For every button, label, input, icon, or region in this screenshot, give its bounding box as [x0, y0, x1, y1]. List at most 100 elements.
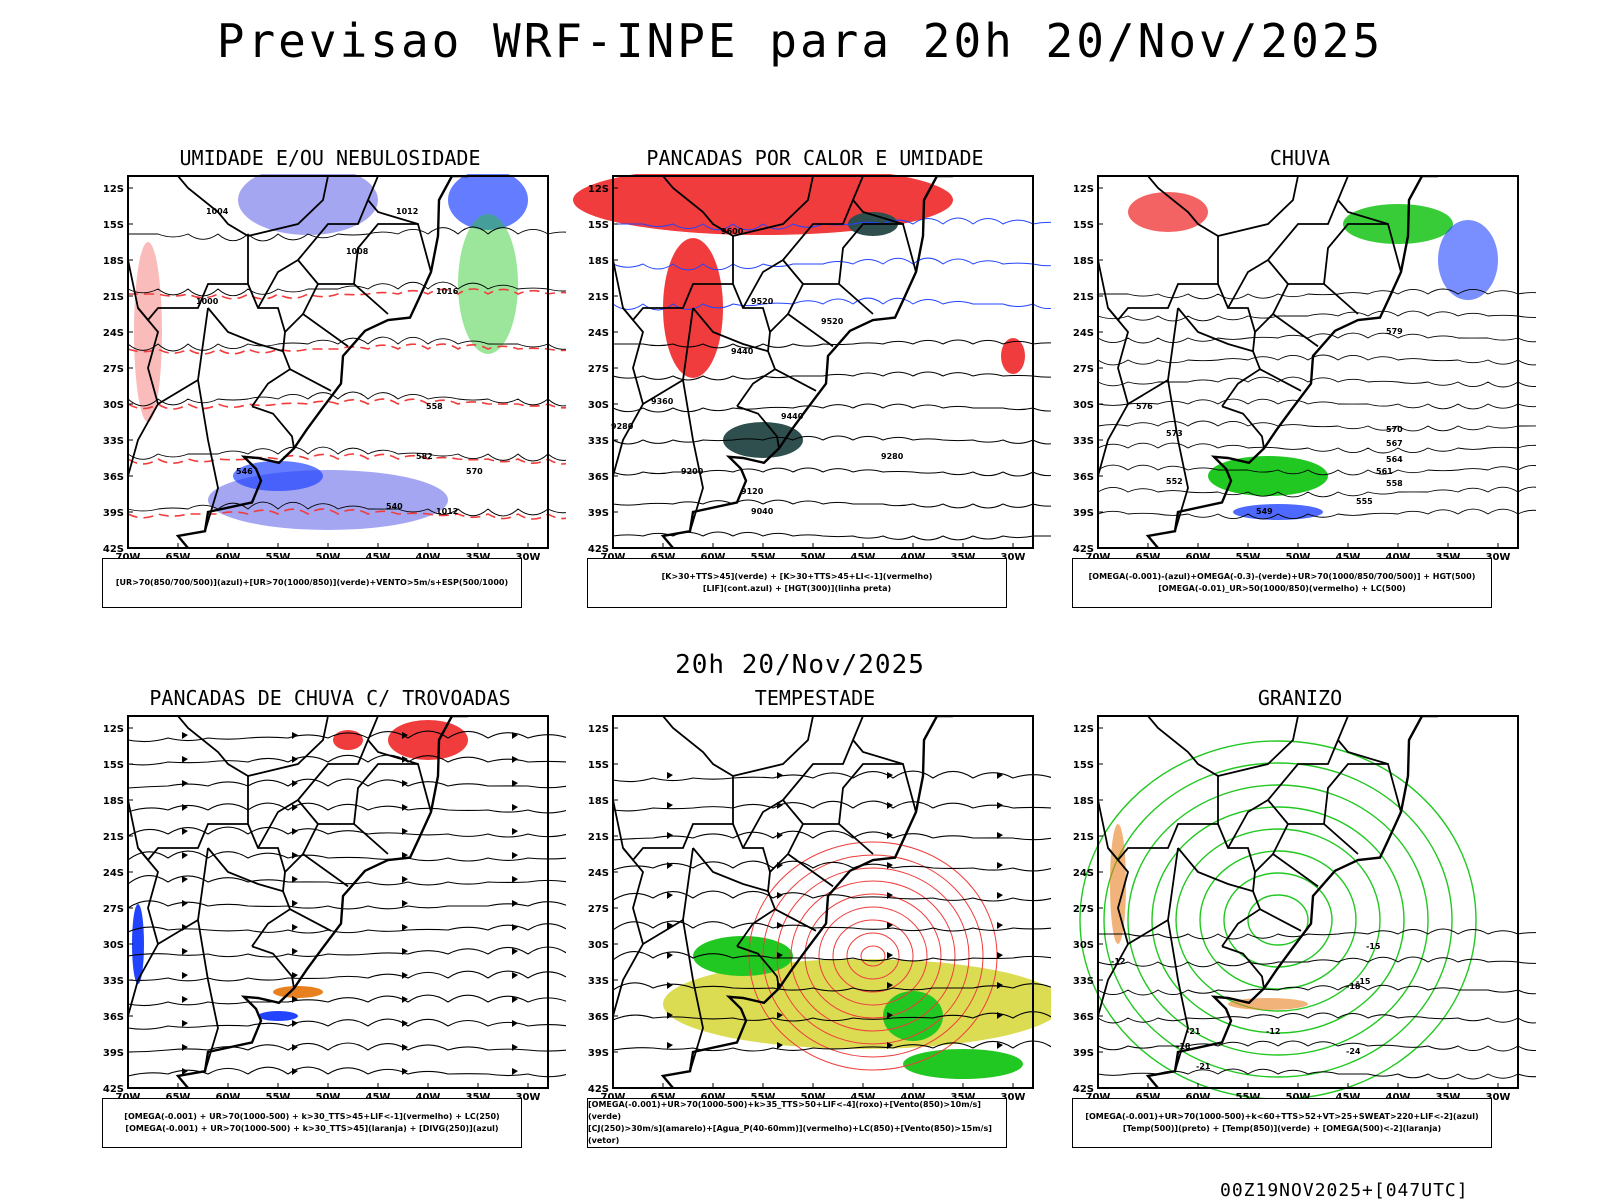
map-frame: [127, 175, 549, 549]
panel-title: UMIDADE E/OU NEBULOSIDADE: [179, 146, 481, 170]
lon-label: 40W: [1386, 1092, 1411, 1103]
contour-line: [612, 257, 1051, 271]
coastline: [1145, 176, 1438, 548]
lat-label: 33S: [103, 436, 124, 447]
streamline: [127, 1066, 566, 1078]
streamline-arrow: [292, 972, 298, 979]
border-line: [1221, 405, 1265, 449]
lat-label: 15S: [103, 220, 124, 231]
lat-label: 30S: [1073, 940, 1094, 951]
contour-line: [1097, 508, 1536, 520]
coastline: [660, 716, 953, 1088]
thunder-area: [273, 986, 323, 998]
contour-line: [127, 501, 566, 517]
streamline-arrow: [182, 732, 188, 739]
lon-label: 30W: [516, 1092, 541, 1103]
border-line: [736, 350, 777, 407]
streamline-arrow: [182, 876, 188, 883]
contour-label: 564: [1386, 455, 1403, 464]
contour-label: 576: [1136, 402, 1153, 411]
border-line: [302, 823, 389, 855]
lat-label: 36S: [103, 1012, 124, 1023]
lat-label: 15S: [1073, 220, 1094, 231]
lat-label: 36S: [1073, 1012, 1094, 1023]
lat-label: 12S: [588, 724, 609, 735]
streamline-arrow: [887, 892, 893, 899]
lat-label: 24S: [1073, 868, 1094, 879]
streamline-arrow: [512, 948, 518, 955]
mid-date-label: 20h 20/Nov/2025: [675, 650, 925, 680]
legend-line: [CJ(250)>30m/s](amarelo)+[Agua_P(40-60mm…: [588, 1124, 992, 1145]
contour-label: 552: [1166, 477, 1183, 486]
contour-line: [1097, 376, 1536, 388]
lat-label: 36S: [588, 1012, 609, 1023]
lon-label: 65W: [651, 1092, 676, 1103]
lon-label: 65W: [166, 1092, 191, 1103]
streamline: [127, 946, 566, 958]
streamline-arrow: [667, 982, 673, 989]
rain-area: [1208, 456, 1328, 496]
lon-label: 35W: [951, 552, 976, 563]
thunder-area: [258, 1011, 298, 1021]
contour-line: [1097, 464, 1536, 476]
lat-label: 27S: [588, 364, 609, 375]
main-title: Previsao WRF-INPE para 20h 20/Nov/2025: [216, 14, 1384, 68]
temp850-contour: [1127, 784, 1429, 1056]
map-background: [1098, 716, 1518, 1088]
temp850-contour: [1199, 850, 1357, 990]
border-line: [367, 739, 419, 765]
lat-label: 30S: [588, 400, 609, 411]
border-line: [642, 919, 684, 945]
contour-line: [128, 226, 566, 242]
lon-label: 60W: [216, 1092, 241, 1103]
streamline-arrow: [667, 922, 673, 929]
lat-label: 39S: [103, 508, 124, 519]
lat-label: 36S: [103, 472, 124, 483]
panel-umidade: UMIDADE E/OU NEBULOSIDADE 1004 1012 1008 10…: [80, 146, 580, 626]
streamline: [612, 800, 1051, 812]
lat-label: 30S: [103, 940, 124, 951]
streamline-arrow: [887, 832, 893, 839]
streamline-arrow: [292, 780, 298, 787]
streamline-arrow: [512, 900, 518, 907]
contour-line: [612, 371, 1051, 381]
border-line: [682, 847, 704, 1072]
lat-label: 21S: [103, 292, 124, 303]
streamline-arrow: [667, 862, 673, 869]
lat-label: 42S: [103, 1084, 124, 1095]
border-line: [251, 405, 295, 449]
humidity-area: [238, 174, 378, 235]
jet-area: [663, 959, 1051, 1049]
streamline-arrow: [182, 804, 188, 811]
lon-label: 70W: [116, 552, 141, 563]
streamline-arrow: [997, 832, 1003, 839]
panel-title: GRANIZO: [1257, 686, 1343, 710]
streamline-arrow: [182, 1020, 188, 1027]
lat-label: 30S: [588, 940, 609, 951]
panel-title: CHUVA: [1269, 146, 1331, 170]
contour-label: -21: [1196, 1062, 1211, 1071]
streamline: [612, 770, 1051, 783]
basemap: [1098, 716, 1438, 1088]
contour-label: 570: [1386, 425, 1403, 434]
weather-layer: -12-15-18-21-24-12-15-18-21: [1079, 740, 1536, 1100]
map-plot: 9600 9520 9440 9360 9280 9200 9120 9040 9520 9280…: [573, 174, 1051, 563]
contour-label: 561: [1376, 467, 1393, 476]
border-line: [838, 763, 917, 825]
lat-label: 30S: [103, 400, 124, 411]
pressure-contour: [860, 945, 886, 967]
thunder-area: [388, 720, 468, 760]
contour-label: 579: [1386, 327, 1403, 336]
contour-label: 9120: [741, 487, 764, 496]
streamline-arrow: [402, 732, 408, 739]
streamline-arrow: [182, 900, 188, 907]
streamline-arrow: [997, 982, 1003, 989]
streamline-arrow: [667, 832, 673, 839]
pressure-contour: [804, 893, 942, 1019]
contour-label: 558: [426, 402, 443, 411]
streamline-arrow: [512, 756, 518, 763]
border-line: [1217, 716, 1299, 777]
streamline: [127, 850, 566, 862]
border-line: [207, 823, 286, 893]
streamline-arrow: [777, 952, 783, 959]
